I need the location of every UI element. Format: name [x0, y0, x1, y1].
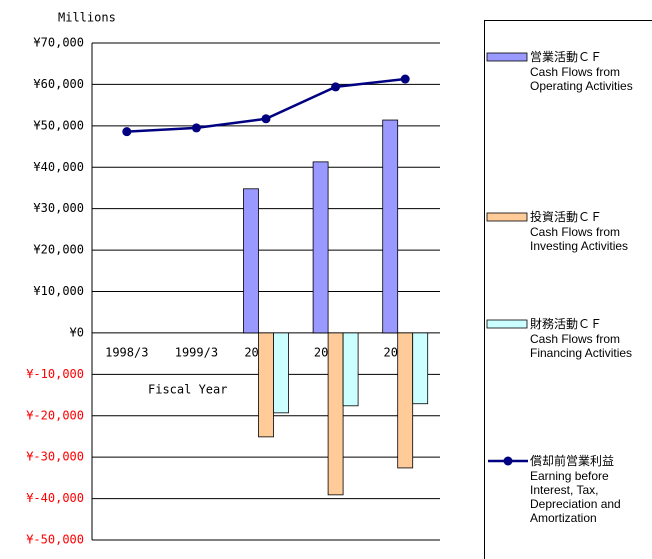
y-tick-label: ¥-30,000 — [26, 450, 84, 464]
y-tick-label: ¥70,000 — [33, 36, 84, 50]
legend-swatch — [486, 319, 528, 329]
y-tick-label: ¥20,000 — [33, 243, 84, 257]
legend-swatch — [486, 212, 528, 222]
x-axis-label: Fiscal Year — [148, 383, 227, 397]
chart: Millions Fiscal Year ¥-50,000 ¥-40,000 ¥-3… — [26, 11, 440, 547]
x-tick-label: 1998/3 — [105, 345, 148, 359]
bar — [327, 332, 344, 496]
legend-name: 営業活動ＣＦ — [530, 50, 603, 64]
legend-name: 投資活動ＣＦ — [530, 210, 603, 224]
marker — [261, 114, 271, 124]
bar — [312, 161, 329, 334]
y-tick-label: ¥50,000 — [33, 118, 84, 132]
y-tick-label: ¥-40,000 — [26, 491, 84, 505]
y-tick-label: ¥-10,000 — [26, 367, 84, 381]
bar — [273, 332, 289, 414]
y-tick-label: ¥-50,000 — [26, 533, 84, 547]
legend-description: Cash Flows from Investing Activities — [530, 225, 629, 253]
legend-description: Cash Flows from Financing Activities — [530, 332, 633, 360]
marker — [400, 74, 410, 84]
legend-description: Earning before Interest, Tax, Depreciati… — [530, 469, 621, 525]
x-tick-label: 1999/3 — [175, 345, 218, 359]
marker — [191, 123, 201, 133]
legend — [484, 20, 652, 559]
y-tick-label: ¥0 — [70, 325, 84, 339]
legend-marker — [503, 456, 513, 466]
legend-name: 財務活動ＣＦ — [530, 317, 603, 331]
legend-entry: 営業活動ＣＦ Cash Flows from Operating Activiti… — [530, 50, 648, 93]
y-tick-label: ¥30,000 — [33, 201, 84, 215]
y-tick-label: ¥10,000 — [33, 284, 84, 298]
y-tick-label: ¥60,000 — [33, 77, 84, 91]
bar — [342, 332, 359, 407]
bar — [382, 119, 399, 334]
bar — [243, 188, 259, 334]
y-unit-label: Millions — [58, 11, 116, 25]
bar — [412, 332, 429, 405]
y-tick-label: ¥40,000 — [33, 160, 84, 174]
legend-entry: 償却前営業利益 Earning before Interest, Tax, Dep… — [530, 454, 648, 525]
marker — [331, 82, 341, 92]
legend-name: 償却前営業利益 — [530, 454, 615, 468]
marker — [122, 127, 132, 137]
y-tick-label: ¥-20,000 — [26, 408, 84, 422]
legend-entry: 投資活動ＣＦ Cash Flows from Investing Activiti… — [530, 210, 648, 253]
legend-entry: 財務活動ＣＦ Cash Flows from Financing Activiti… — [530, 317, 648, 360]
legend-description: Cash Flows from Operating Activities — [530, 65, 633, 93]
legend-swatch — [486, 52, 528, 62]
